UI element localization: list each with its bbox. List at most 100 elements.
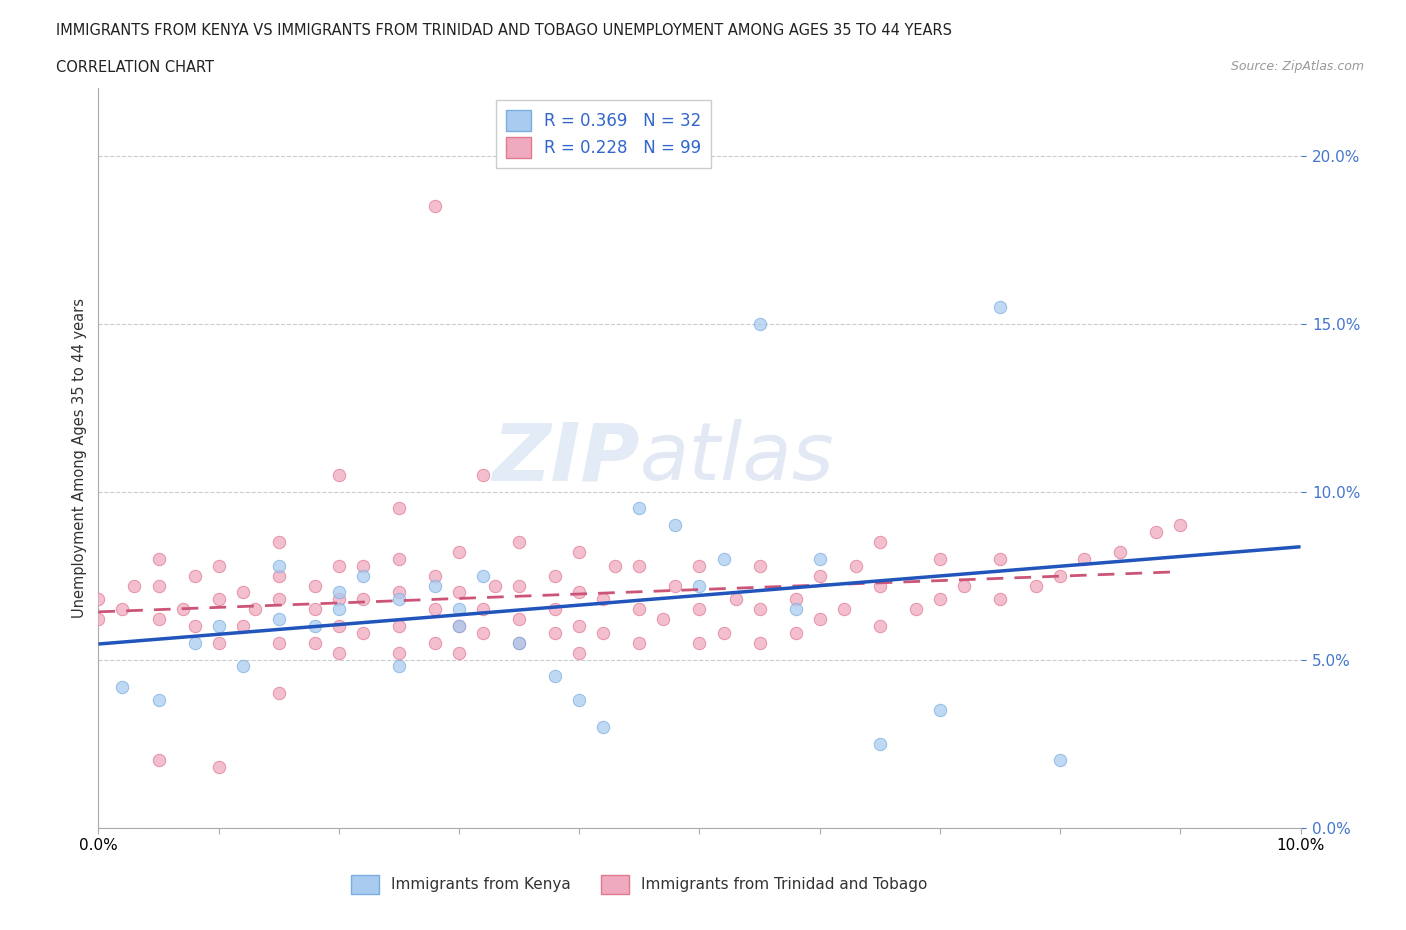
Point bbox=[988, 591, 1011, 606]
Point bbox=[232, 618, 254, 633]
Point bbox=[1025, 578, 1047, 593]
Point bbox=[869, 535, 891, 550]
Point bbox=[748, 316, 770, 331]
Point bbox=[1144, 525, 1167, 539]
Point bbox=[267, 558, 290, 573]
Point bbox=[664, 578, 686, 593]
Point bbox=[484, 578, 506, 593]
Point bbox=[988, 551, 1011, 566]
Point bbox=[472, 568, 495, 583]
Point bbox=[953, 578, 976, 593]
Point bbox=[328, 645, 350, 660]
Point bbox=[328, 585, 350, 600]
Point bbox=[544, 602, 567, 617]
Point bbox=[568, 618, 591, 633]
Point bbox=[183, 635, 205, 650]
Point bbox=[447, 585, 470, 600]
Point bbox=[688, 558, 710, 573]
Point bbox=[544, 669, 567, 684]
Point bbox=[447, 618, 470, 633]
Point bbox=[628, 501, 651, 516]
Point bbox=[652, 612, 675, 627]
Point bbox=[328, 618, 350, 633]
Point bbox=[785, 625, 807, 640]
Point bbox=[183, 618, 205, 633]
Point bbox=[929, 591, 952, 606]
Point bbox=[869, 578, 891, 593]
Point bbox=[388, 618, 411, 633]
Point bbox=[605, 558, 627, 573]
Point bbox=[172, 602, 194, 617]
Point bbox=[423, 578, 446, 593]
Point bbox=[447, 618, 470, 633]
Point bbox=[208, 591, 231, 606]
Point bbox=[808, 612, 831, 627]
Point bbox=[148, 612, 170, 627]
Point bbox=[388, 659, 411, 674]
Point bbox=[904, 602, 927, 617]
Point bbox=[748, 602, 770, 617]
Point bbox=[111, 679, 134, 694]
Point bbox=[267, 635, 290, 650]
Point bbox=[568, 585, 591, 600]
Point bbox=[352, 625, 374, 640]
Point bbox=[664, 518, 686, 533]
Point bbox=[388, 591, 411, 606]
Point bbox=[688, 602, 710, 617]
Point bbox=[472, 468, 495, 483]
Point bbox=[568, 545, 591, 560]
Point bbox=[328, 468, 350, 483]
Point bbox=[267, 535, 290, 550]
Point bbox=[328, 602, 350, 617]
Point bbox=[208, 635, 231, 650]
Point bbox=[232, 659, 254, 674]
Point bbox=[869, 737, 891, 751]
Point bbox=[111, 602, 134, 617]
Point bbox=[328, 591, 350, 606]
Point bbox=[592, 591, 614, 606]
Point bbox=[304, 618, 326, 633]
Point bbox=[304, 578, 326, 593]
Text: IMMIGRANTS FROM KENYA VS IMMIGRANTS FROM TRINIDAD AND TOBAGO UNEMPLOYMENT AMONG : IMMIGRANTS FROM KENYA VS IMMIGRANTS FROM… bbox=[56, 23, 952, 38]
Point bbox=[423, 568, 446, 583]
Point bbox=[148, 578, 170, 593]
Point bbox=[87, 591, 110, 606]
Point bbox=[508, 535, 530, 550]
Point bbox=[472, 625, 495, 640]
Point bbox=[845, 558, 868, 573]
Point bbox=[243, 602, 266, 617]
Point bbox=[508, 635, 530, 650]
Point bbox=[388, 585, 411, 600]
Point bbox=[1049, 568, 1071, 583]
Text: Source: ZipAtlas.com: Source: ZipAtlas.com bbox=[1230, 60, 1364, 73]
Point bbox=[352, 568, 374, 583]
Point bbox=[304, 635, 326, 650]
Point bbox=[544, 625, 567, 640]
Point bbox=[508, 578, 530, 593]
Point bbox=[183, 568, 205, 583]
Point bbox=[748, 558, 770, 573]
Point bbox=[1170, 518, 1192, 533]
Point bbox=[447, 545, 470, 560]
Legend: Immigrants from Kenya, Immigrants from Trinidad and Tobago: Immigrants from Kenya, Immigrants from T… bbox=[343, 868, 935, 901]
Y-axis label: Unemployment Among Ages 35 to 44 years: Unemployment Among Ages 35 to 44 years bbox=[72, 298, 87, 618]
Point bbox=[267, 568, 290, 583]
Point bbox=[508, 635, 530, 650]
Point bbox=[628, 602, 651, 617]
Point bbox=[713, 625, 735, 640]
Point bbox=[423, 635, 446, 650]
Text: ZIP: ZIP bbox=[492, 419, 640, 497]
Point bbox=[472, 602, 495, 617]
Point bbox=[267, 591, 290, 606]
Text: atlas: atlas bbox=[640, 419, 834, 497]
Point bbox=[785, 591, 807, 606]
Point bbox=[208, 760, 231, 775]
Point bbox=[748, 635, 770, 650]
Point bbox=[508, 612, 530, 627]
Point bbox=[208, 618, 231, 633]
Point bbox=[304, 602, 326, 617]
Point bbox=[628, 558, 651, 573]
Point bbox=[148, 753, 170, 768]
Text: CORRELATION CHART: CORRELATION CHART bbox=[56, 60, 214, 75]
Point bbox=[447, 602, 470, 617]
